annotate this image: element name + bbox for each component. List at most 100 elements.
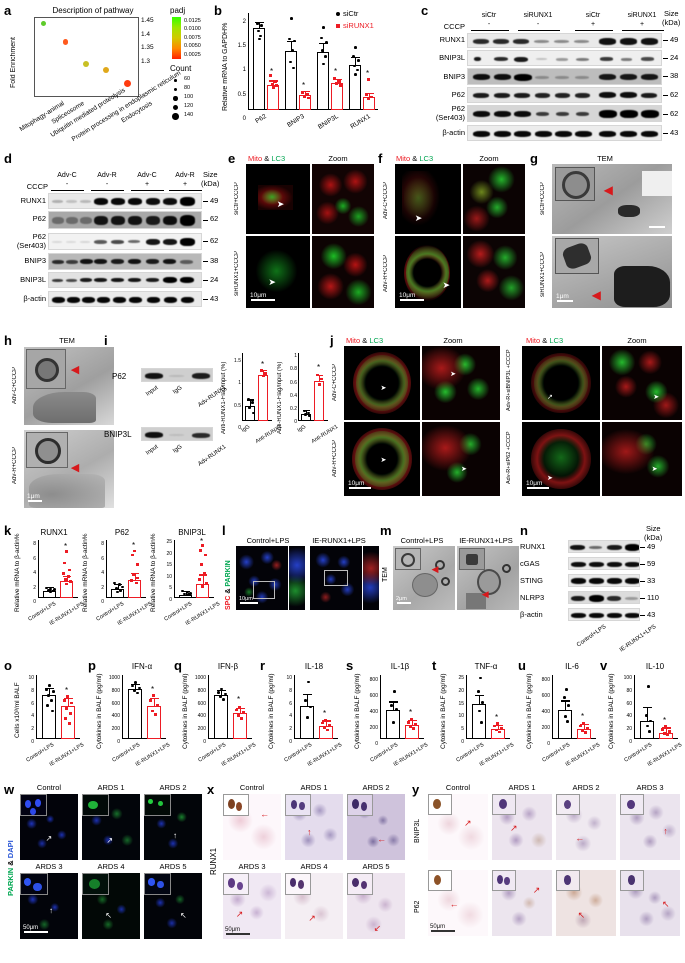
group-d-1: Adv-R: [97, 172, 117, 179]
chart-i1-ylabel: Anti-RUNX1-Flag/Input (%): [221, 361, 227, 435]
count-legend-title: Count: [170, 64, 192, 73]
scalebar-f: 10μm: [399, 292, 416, 299]
panel-x: x RUNX1 Control ARDS 1 ARDS 2 ← ↑ ← ARDS…: [207, 780, 407, 960]
k1-ytick-0: 0: [33, 599, 36, 605]
ihc-x-1: ↑: [285, 794, 343, 860]
chart-v: v IL-10 Cytokines in BALF (pg/ml) 100 80…: [600, 659, 684, 777]
k1-ytick-1: 2: [33, 584, 36, 591]
u-bar-ierunx1: [577, 728, 591, 739]
panel-n-group-0: Control+LPS: [575, 624, 608, 649]
k2-ytick-2: 4: [101, 570, 104, 576]
panel-b-axes: [248, 13, 378, 110]
sig-star-p62: *: [270, 67, 274, 77]
u-ytick-0: 0: [547, 741, 550, 747]
k3-ytick-5: 25: [166, 539, 172, 545]
k3-ytick-1: 5: [169, 585, 172, 591]
r-ytick-4: 8: [289, 687, 292, 694]
group-d-2: Adv-C: [137, 172, 157, 179]
q-ytick-1: 200: [197, 726, 206, 733]
u-ytick-3: 600: [541, 693, 550, 699]
t-sig-star: *: [495, 713, 499, 723]
panel-n: n Size (kDa) RUNX1 49 cGAS 59 STING: [520, 522, 685, 657]
t-bar-control: [472, 704, 486, 739]
ytick-20: 2: [242, 19, 246, 25]
scatter-point-spliceosome: [62, 39, 69, 45]
size-label-n: Size: [646, 524, 661, 533]
t-title: TNF-α: [474, 662, 498, 671]
panel-j-zoom-right: Zoom: [627, 336, 647, 345]
micro-w-0: ↗: [20, 794, 78, 860]
q-sig-star: *: [237, 695, 241, 705]
u-bar-control: [558, 709, 572, 739]
chart-u: u IL-6 Cytokines in BALF (pg/ml) 800 600…: [518, 659, 602, 777]
p-ytick-3: 600: [111, 700, 120, 707]
cccp-label-c: CCCP: [443, 22, 465, 31]
micro-e-01-zoom: [312, 164, 374, 234]
panel-g: g TEM siCtr+CCCP siRUNX1+CCCP ◀ ◀ 1μm: [530, 152, 685, 330]
micro-w-2: ↑: [144, 794, 202, 860]
panel-j-rowleft-0: Adv-C+CCCP: [332, 363, 338, 401]
s-ytick-0: 0: [375, 741, 378, 747]
k1-title: RUNX1: [40, 528, 68, 537]
ihc-y-p1: ↗: [492, 870, 552, 936]
o-ytick-2: 4: [31, 713, 34, 720]
s-sig-star: *: [409, 707, 413, 717]
r-bar-ierunx1: [319, 725, 333, 739]
panel-k-label: k: [4, 523, 12, 538]
k3-ytick-0: 0: [169, 596, 172, 603]
panel-x-label: x: [207, 782, 215, 797]
panel-x-stain-label: RUNX1: [209, 847, 218, 875]
scalebar-m: 2μm: [396, 596, 407, 602]
micro-w-3: ↑ 50μm: [20, 873, 78, 939]
i2-ytick-3: 0.6: [290, 379, 297, 386]
u-ylabel: Cytokines in BALF (pg/ml): [526, 673, 533, 749]
o-bar-control: [42, 695, 56, 739]
panel-m-label: m: [380, 523, 392, 538]
chart-i1: Anti-RUNX1-Flag/Input (%) 1.5 1 0.5 0 * …: [220, 348, 283, 468]
panel-m-tem-label: TEM: [382, 567, 389, 583]
panel-i: i P62 Input IgG Adv-RUNX1 BNIP3L Input I…: [104, 334, 339, 520]
kda-label-c: (kDa): [662, 18, 681, 27]
micro-e-10: ➤ 10μm: [246, 236, 310, 308]
panel-w-tile-2-label: ARDS 2: [159, 783, 187, 792]
panel-l-col-0: Control+LPS: [246, 536, 290, 545]
s-ytick-2: 400: [369, 709, 378, 715]
panel-m: m Control+LPS IE-RUNX1+LPS TEM ◀ 2μm ◀: [380, 522, 520, 652]
panel-f-label: f: [378, 151, 383, 166]
bar-sictr-runx1: [349, 65, 361, 110]
o-ytick-0: 0: [31, 738, 34, 745]
micro-w-1: ↗: [82, 794, 140, 860]
u-sig-star: *: [581, 711, 585, 721]
ytick-140: 1.4: [141, 30, 151, 38]
panel-g-title: TEM: [597, 154, 613, 163]
scalebar-w: 50μm: [23, 925, 39, 931]
panel-l: l Control+LPS IE-RUNX1+LPS SPC & PARKIN …: [222, 522, 380, 652]
micro-w-5: ↖: [144, 873, 202, 939]
ihc-x-2: ←: [347, 794, 405, 860]
v-ytick-5: 100: [623, 675, 632, 681]
r-ylabel: Cytokines in BALF (pg/ml): [268, 673, 275, 749]
padj-tick-3: 0.0050: [184, 43, 201, 50]
panel-o-label: o: [4, 658, 12, 673]
o-ytick-1: 2: [31, 726, 34, 733]
size-label-d: Size: [203, 170, 218, 179]
q-ylabel: Cytokines in BALF (pg/ml): [182, 673, 189, 749]
u-ytick-1: 200: [541, 725, 550, 731]
panel-j-zoom-left: Zoom: [443, 336, 463, 345]
panel-w-channels: PARKIN & DAPI: [6, 840, 15, 896]
chart-q: q IFN-β Cytokines in BALF (pg/ml) 1000 8…: [174, 659, 258, 777]
k2-title: P62: [114, 528, 130, 537]
panel-s-label: s: [346, 658, 354, 673]
panel-m-col-0: Control+LPS: [400, 536, 444, 545]
k3-ytick-2: 10: [166, 573, 172, 580]
ytick-00: 0: [242, 115, 246, 122]
q-ytick-5: 1000: [194, 675, 206, 681]
panel-j-rowright-0: Adv-R+siBNIP3L +CCCP: [506, 349, 512, 411]
padj-colorbar: [172, 17, 181, 59]
group-d-sign-3: +: [182, 181, 188, 188]
p-bar-ierunx1: [147, 705, 161, 739]
k1-bar-ierunx1: [60, 581, 73, 598]
ihc-y-b0: ↗: [428, 794, 488, 860]
v-bar-control: [640, 721, 654, 739]
micro-j-31-zoom: ➤: [602, 422, 682, 496]
